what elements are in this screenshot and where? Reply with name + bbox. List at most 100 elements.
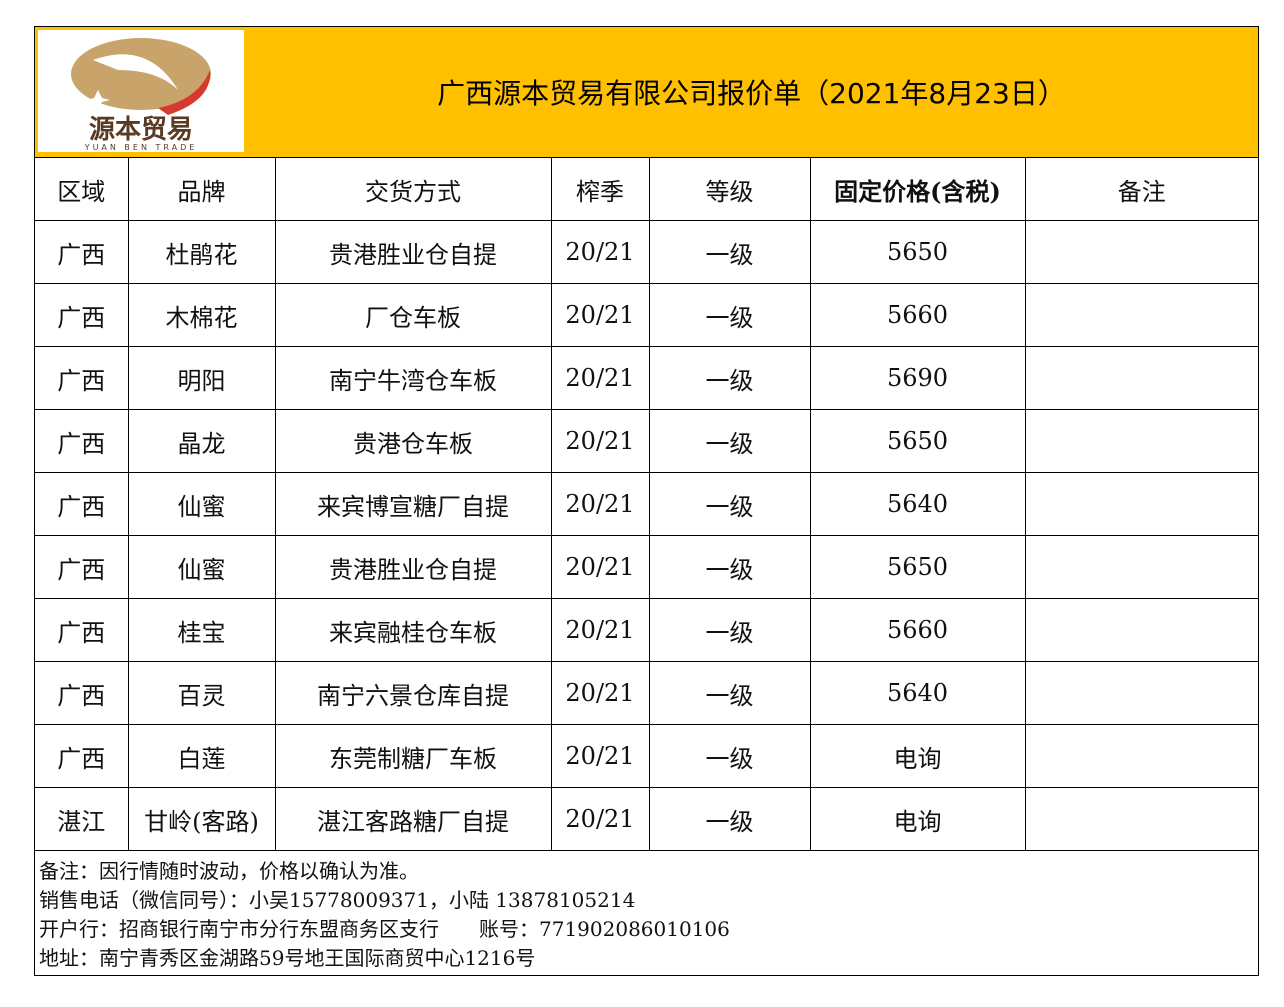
table-row: 广西 木棉花 厂仓车板 20/21 一级 5660	[35, 283, 1258, 347]
table-cell: 5650	[809, 535, 1026, 599]
table-cell: 20/21	[550, 535, 650, 599]
table-cell: 东莞制糖厂车板	[274, 724, 552, 788]
footer-line: 开户行：招商银行南宁市分行东盟商务区支行 账号：771902086010106	[39, 917, 730, 941]
table-cell: 一级	[648, 346, 811, 410]
table-cell: 20/21	[550, 346, 650, 410]
table-cell: 一级	[648, 283, 811, 347]
table-cell: 广西	[35, 661, 129, 725]
table-cell	[1024, 535, 1258, 599]
table-row: 广西 仙蜜 贵港胜业仓自提 20/21 一级 5650	[35, 535, 1258, 599]
table-cell: 5650	[809, 220, 1026, 284]
table-cell	[1024, 598, 1258, 662]
column-header: 固定价格(含税)	[809, 158, 1026, 221]
table-row: 广西 明阳 南宁牛湾仓车板 20/21 一级 5690	[35, 346, 1258, 410]
table-cell: 明阳	[127, 346, 276, 410]
table-cell: 5640	[809, 472, 1026, 536]
table-cell: 甘岭(客路)	[127, 787, 276, 851]
table-cell	[1024, 472, 1258, 536]
table-cell: 广西	[35, 472, 129, 536]
column-header: 等级	[648, 158, 811, 221]
table-cell	[1024, 283, 1258, 347]
table-cell: 一级	[648, 661, 811, 725]
table-cell: 百灵	[127, 661, 276, 725]
table-cell: 桂宝	[127, 598, 276, 662]
table-cell: 一级	[648, 220, 811, 284]
footer-line: 销售电话（微信同号）：小吴15778009371，小陆 13878105214	[39, 888, 636, 912]
table-cell: 来宾融桂仓车板	[274, 598, 552, 662]
table-cell: 广西	[35, 598, 129, 662]
table-cell	[1024, 787, 1258, 851]
table-cell: 5660	[809, 283, 1026, 347]
column-header: 品牌	[127, 158, 276, 221]
table-cell: 5660	[809, 598, 1026, 662]
table-cell: 5640	[809, 661, 1026, 725]
footer-line: 地址：南宁青秀区金湖路59号地王国际商贸中心1216号	[39, 946, 536, 970]
table-cell: 20/21	[550, 472, 650, 536]
table-row: 广西 百灵 南宁六景仓库自提 20/21 一级 5640	[35, 661, 1258, 725]
table-cell: 一级	[648, 724, 811, 788]
table-cell: 一级	[648, 535, 811, 599]
table-cell: 20/21	[550, 220, 650, 284]
table-cell: 南宁牛湾仓车板	[274, 346, 552, 410]
table-cell: 广西	[35, 346, 129, 410]
table-cell: 贵港仓车板	[274, 409, 552, 473]
table-cell	[1024, 346, 1258, 410]
table-cell	[1024, 409, 1258, 473]
table-cell: 一级	[648, 787, 811, 851]
table-cell	[1024, 724, 1258, 788]
svg-text:YUAN BEN TRADE: YUAN BEN TRADE	[84, 143, 198, 152]
table-cell: 仙蜜	[127, 535, 276, 599]
table-cell: 厂仓车板	[274, 283, 552, 347]
table-cell: 贵港胜业仓自提	[274, 220, 552, 284]
table-cell: 湛江	[35, 787, 129, 851]
table-cell: 一级	[648, 409, 811, 473]
table-cell: 一级	[648, 472, 811, 536]
footer-notes: 备注：因行情随时波动，价格以确认为准。销售电话（微信同号）：小吴15778009…	[35, 851, 1258, 975]
table-cell	[1024, 220, 1258, 284]
footer-line: 备注：因行情随时波动，价格以确认为准。	[39, 859, 419, 883]
table-cell: 广西	[35, 535, 129, 599]
price-table: 区域 品牌 交货方式 榨季 等级 固定价格(含税) 备注 广西 杜鹃花 贵港胜业仓自提 20/21…	[35, 158, 1258, 851]
table-cell: 贵港胜业仓自提	[274, 535, 552, 599]
column-header: 区域	[35, 158, 129, 221]
table-row: 广西 白莲 东莞制糖厂车板 20/21 一级 电询	[35, 724, 1258, 788]
quote-sheet: 源本贸易 YUAN BEN TRADE 广西源本贸易有限公司报价单（2021年8…	[34, 26, 1259, 976]
table-cell: 广西	[35, 409, 129, 473]
table-row: 广西 桂宝 来宾融桂仓车板 20/21 一级 5660	[35, 598, 1258, 662]
table-cell: 仙蜜	[127, 472, 276, 536]
title-band: 源本贸易 YUAN BEN TRADE 广西源本贸易有限公司报价单（2021年8…	[35, 27, 1258, 158]
table-cell: 20/21	[550, 409, 650, 473]
table-cell: 20/21	[550, 661, 650, 725]
column-header: 榨季	[550, 158, 650, 221]
table-cell: 20/21	[550, 724, 650, 788]
table-cell: 广西	[35, 220, 129, 284]
logo-text: 源本贸易	[89, 115, 193, 145]
table-cell: 来宾博宣糖厂自提	[274, 472, 552, 536]
table-row: 湛江 甘岭(客路) 湛江客路糖厂自提 20/21 一级 电询	[35, 787, 1258, 851]
table-cell: 广西	[35, 283, 129, 347]
logo-swallow-icon: 源本贸易 YUAN BEN TRADE	[71, 38, 211, 152]
table-cell: 广西	[35, 724, 129, 788]
table-row: 广西 仙蜜 来宾博宣糖厂自提 20/21 一级 5640	[35, 472, 1258, 536]
table-cell: 白莲	[127, 724, 276, 788]
table-cell: 20/21	[550, 283, 650, 347]
table-cell: 20/21	[550, 598, 650, 662]
table-cell: 南宁六景仓库自提	[274, 661, 552, 725]
table-row: 广西 杜鹃花 贵港胜业仓自提 20/21 一级 5650	[35, 220, 1258, 284]
table-cell: 湛江客路糖厂自提	[274, 787, 552, 851]
table-cell: 木棉花	[127, 283, 276, 347]
table-cell: 电询	[809, 787, 1026, 851]
column-header: 交货方式	[274, 158, 552, 221]
page-title: 广西源本贸易有限公司报价单（2021年8月23日）	[437, 77, 1066, 110]
table-cell: 一级	[648, 598, 811, 662]
table-cell: 杜鹃花	[127, 220, 276, 284]
column-header: 备注	[1024, 158, 1258, 221]
table-cell: 20/21	[550, 787, 650, 851]
table-cell: 晶龙	[127, 409, 276, 473]
company-logo: 源本贸易 YUAN BEN TRADE	[38, 30, 244, 152]
table-cell: 电询	[809, 724, 1026, 788]
table-cell: 5690	[809, 346, 1026, 410]
table-cell: 5650	[809, 409, 1026, 473]
table-cell	[1024, 661, 1258, 725]
table-row: 广西 晶龙 贵港仓车板 20/21 一级 5650	[35, 409, 1258, 473]
